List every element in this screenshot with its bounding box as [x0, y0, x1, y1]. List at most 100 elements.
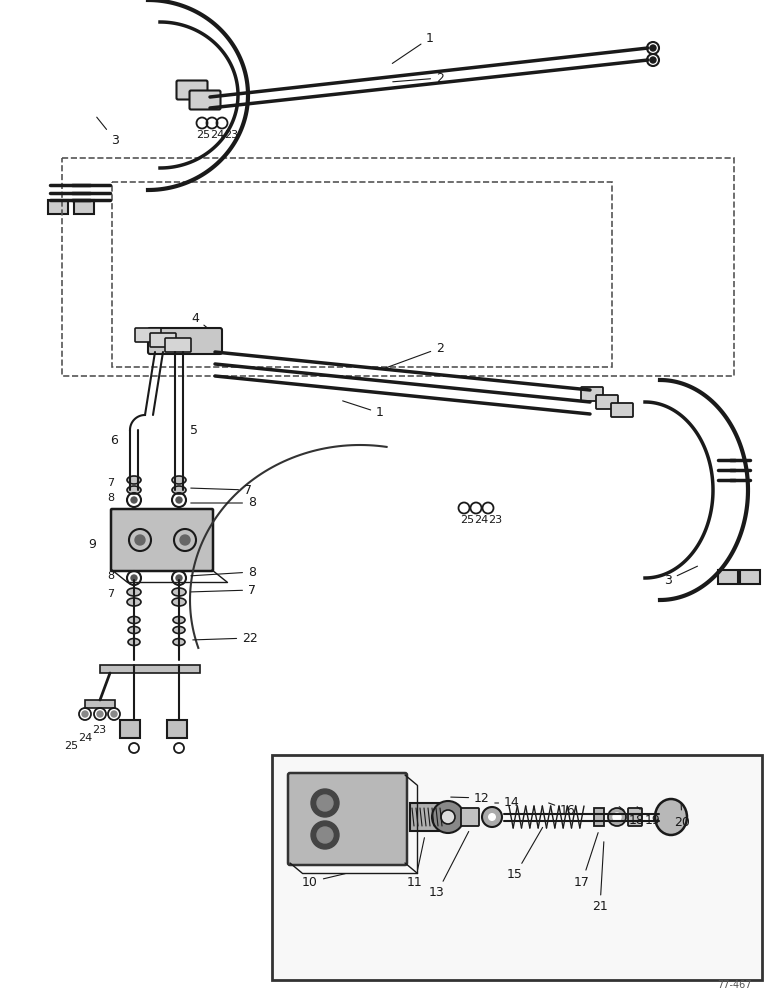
Bar [272, 755, 762, 980]
Ellipse shape [173, 616, 185, 624]
Bar [740, 570, 760, 584]
Text: 15: 15 [507, 827, 543, 882]
Bar [594, 808, 604, 826]
Circle shape [482, 807, 502, 827]
Text: 1: 1 [392, 31, 434, 63]
Text: 25: 25 [460, 515, 474, 525]
Bar [167, 720, 187, 738]
Ellipse shape [172, 598, 186, 606]
Text: 3: 3 [96, 117, 119, 146]
Text: 6: 6 [110, 434, 118, 446]
Text: 11: 11 [407, 838, 425, 888]
FancyBboxPatch shape [611, 403, 633, 417]
Circle shape [650, 57, 656, 63]
FancyBboxPatch shape [628, 808, 642, 826]
Text: 23: 23 [92, 725, 106, 735]
Text: 1: 1 [343, 401, 384, 420]
Text: 8: 8 [191, 566, 256, 578]
Text: 8: 8 [107, 571, 114, 581]
FancyBboxPatch shape [461, 808, 479, 826]
Text: 8: 8 [107, 493, 114, 503]
FancyBboxPatch shape [150, 333, 176, 347]
Text: 9: 9 [88, 538, 96, 552]
Text: 14: 14 [495, 796, 520, 810]
Bar [100, 665, 200, 673]
Text: 18: 18 [619, 807, 645, 826]
Text: 10: 10 [302, 874, 345, 888]
Ellipse shape [127, 598, 141, 606]
Text: 21: 21 [592, 842, 608, 914]
FancyBboxPatch shape [596, 395, 618, 409]
Text: 7: 7 [191, 584, 256, 596]
Circle shape [180, 535, 190, 545]
Text: 7: 7 [107, 589, 114, 599]
Text: 25: 25 [64, 741, 78, 751]
Circle shape [131, 575, 137, 581]
Bar [112, 182, 612, 367]
Text: 5: 5 [190, 424, 198, 436]
FancyBboxPatch shape [288, 773, 407, 865]
Ellipse shape [172, 476, 186, 484]
Circle shape [135, 535, 145, 545]
Circle shape [176, 575, 182, 581]
Circle shape [111, 711, 117, 717]
Text: 77-467: 77-467 [717, 980, 752, 990]
FancyBboxPatch shape [189, 91, 221, 109]
FancyBboxPatch shape [111, 509, 213, 571]
FancyBboxPatch shape [177, 81, 208, 100]
Ellipse shape [655, 799, 687, 835]
Bar [48, 200, 68, 214]
Ellipse shape [128, 639, 140, 646]
Text: 24: 24 [474, 515, 488, 525]
Text: 12: 12 [451, 792, 490, 804]
Text: 7: 7 [107, 478, 114, 488]
Ellipse shape [128, 626, 140, 634]
Circle shape [441, 810, 455, 824]
Circle shape [131, 497, 137, 503]
Circle shape [311, 821, 339, 849]
Text: 20: 20 [674, 804, 690, 828]
Bar [410, 803, 442, 831]
Circle shape [488, 813, 496, 821]
Circle shape [317, 795, 333, 811]
Text: 25: 25 [196, 130, 210, 140]
Ellipse shape [127, 588, 141, 596]
Ellipse shape [172, 486, 186, 494]
Text: 19: 19 [637, 807, 661, 826]
Text: 2: 2 [383, 342, 444, 369]
Text: 17: 17 [574, 833, 598, 888]
Circle shape [317, 827, 333, 843]
Circle shape [608, 808, 626, 826]
FancyBboxPatch shape [148, 328, 222, 354]
Text: 7: 7 [191, 484, 252, 496]
Text: 24: 24 [78, 733, 92, 743]
FancyBboxPatch shape [165, 338, 191, 352]
Bar [62, 158, 734, 376]
Text: 4: 4 [191, 312, 208, 328]
FancyBboxPatch shape [135, 328, 161, 342]
Circle shape [650, 45, 656, 51]
Ellipse shape [127, 476, 141, 484]
Text: 24: 24 [210, 130, 224, 140]
Bar [120, 720, 140, 738]
Ellipse shape [173, 626, 185, 634]
Circle shape [82, 711, 88, 717]
Text: 3: 3 [664, 566, 697, 586]
Ellipse shape [172, 588, 186, 596]
Circle shape [311, 789, 339, 817]
Circle shape [176, 497, 182, 503]
Bar [74, 200, 94, 214]
Text: 2: 2 [393, 72, 444, 85]
Text: 16: 16 [549, 803, 576, 816]
Text: 22: 22 [193, 632, 258, 645]
Text: 23: 23 [488, 515, 502, 525]
Circle shape [97, 711, 103, 717]
Bar [718, 570, 738, 584]
Text: 13: 13 [429, 831, 469, 900]
Text: 8: 8 [191, 496, 256, 510]
Bar [85, 700, 115, 708]
FancyBboxPatch shape [581, 387, 603, 401]
Ellipse shape [173, 639, 185, 646]
Ellipse shape [127, 486, 141, 494]
Text: 23: 23 [224, 130, 238, 140]
